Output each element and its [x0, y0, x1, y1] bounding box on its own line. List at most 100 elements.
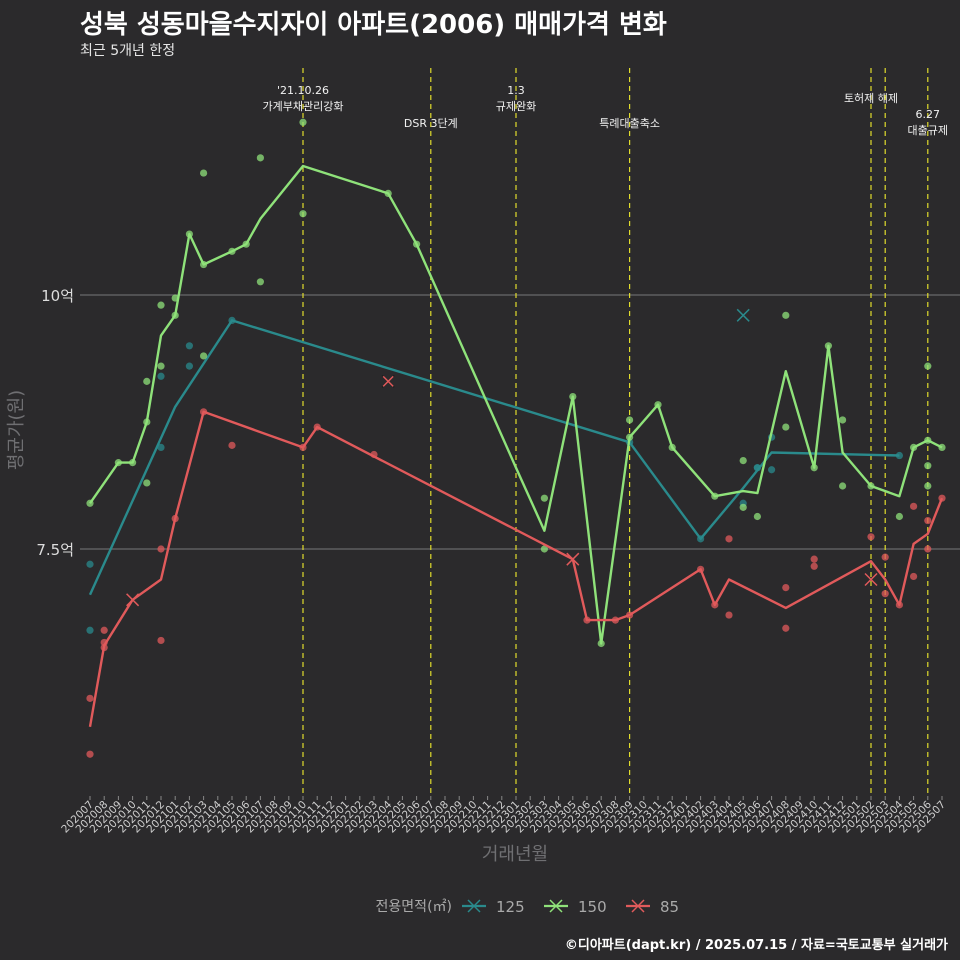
data-point-150 — [711, 492, 719, 500]
event-annotation: 가계부채관리강화 — [263, 100, 344, 113]
data-point-85 — [924, 516, 932, 525]
data-point-150 — [910, 443, 918, 451]
data-point-125 — [697, 535, 705, 543]
data-point-85 — [782, 584, 790, 592]
data-point-150 — [200, 169, 208, 177]
legend-label-125: 125 — [496, 898, 525, 916]
data-point-150 — [185, 230, 193, 238]
x-axis-title: 거래년월 — [482, 844, 548, 865]
data-point-150 — [810, 464, 818, 472]
data-point-85 — [86, 694, 94, 702]
data-point-85 — [910, 572, 918, 581]
data-point-85 — [100, 643, 108, 652]
data-point-85 — [725, 535, 733, 543]
data-point-85 — [228, 441, 236, 449]
event-annotation: 토허제 해제 — [844, 91, 898, 105]
data-point-85 — [881, 553, 889, 561]
data-point-85 — [810, 555, 818, 563]
data-point-85 — [157, 545, 165, 553]
data-point-150 — [867, 482, 875, 490]
series-line-85 — [88, 410, 944, 728]
data-point-150 — [597, 639, 605, 648]
data-point-150 — [384, 189, 392, 197]
data-point-85 — [924, 545, 932, 553]
data-point-150 — [157, 362, 165, 370]
data-point-150 — [782, 423, 790, 431]
data-point-150 — [143, 418, 151, 426]
data-point-85 — [881, 590, 889, 598]
data-point-150 — [86, 499, 94, 507]
chart-title: 성북 성동마을수지자이 아파트(2006) 매매가격 변화 — [80, 10, 667, 40]
event-annotation: 대출규제 — [908, 124, 948, 137]
data-point-150 — [171, 294, 179, 302]
data-point-125 — [86, 626, 94, 634]
data-point-125 — [895, 451, 904, 460]
legend-label-85: 85 — [660, 898, 679, 916]
data-point-125 — [228, 316, 236, 324]
data-point-125 — [753, 464, 762, 472]
data-point-85 — [626, 611, 634, 619]
cross-marker-85 — [566, 552, 580, 566]
y-tick-label: 7.5억 — [36, 541, 74, 559]
data-point-85 — [938, 494, 946, 502]
event-annotation: 6.27 — [916, 108, 941, 121]
data-point-125 — [157, 372, 165, 380]
cross-marker-accent — [382, 375, 394, 387]
data-point-150 — [626, 416, 634, 424]
legend-cross-150 — [549, 899, 563, 913]
data-point-150 — [200, 352, 208, 360]
chart-caption: ©디아파트(dapt.kr) / 2025.07.15 / 자료=국토교통부 실… — [564, 938, 948, 953]
data-point-150 — [540, 545, 549, 553]
data-point-85 — [725, 611, 733, 619]
y-tick-label: 10억 — [41, 287, 74, 305]
data-point-150 — [299, 118, 307, 126]
event-annotation: DSR 3단계 — [404, 117, 458, 130]
data-point-85 — [100, 638, 108, 647]
data-point-85 — [299, 443, 307, 451]
data-point-85 — [611, 616, 620, 624]
data-point-125 — [768, 466, 776, 474]
y-axis-title: 평균가(원) — [6, 390, 27, 470]
data-point-150 — [938, 443, 946, 451]
data-point-85 — [711, 601, 719, 609]
data-point-150 — [739, 457, 747, 465]
cross-marker-85 — [126, 593, 140, 607]
event-annotation: 규제완화 — [496, 100, 536, 113]
data-point-150 — [413, 240, 421, 248]
legend-title: 전용면적(㎡) — [376, 899, 452, 915]
data-point-85 — [583, 616, 591, 624]
data-point-150 — [114, 459, 122, 467]
data-point-150 — [739, 503, 747, 511]
data-point-85 — [370, 450, 378, 459]
event-annotation: 1.3 — [507, 84, 525, 97]
data-point-85 — [313, 423, 321, 431]
series-line-125 — [88, 319, 900, 596]
data-point-150 — [143, 479, 151, 487]
data-point-150 — [782, 311, 790, 319]
data-point-150 — [256, 154, 264, 162]
data-point-150 — [924, 462, 932, 470]
data-point-85 — [895, 601, 904, 609]
data-point-150 — [228, 247, 236, 255]
data-point-150 — [753, 512, 762, 521]
data-point-125 — [185, 342, 193, 350]
chart-subtitle: 최근 5개년 한정 — [80, 43, 176, 59]
data-point-85 — [86, 750, 94, 758]
data-point-150 — [654, 401, 662, 409]
cross-marker-125 — [736, 308, 750, 322]
data-point-150 — [242, 240, 250, 248]
data-point-150 — [256, 278, 264, 286]
data-point-150 — [626, 433, 634, 441]
legend-cross-125 — [467, 899, 481, 913]
data-point-85 — [910, 502, 918, 510]
legend-label-150: 150 — [578, 898, 607, 916]
data-point-150 — [129, 459, 137, 467]
event-annotation: '21.10.26 — [277, 84, 329, 97]
data-point-150 — [895, 512, 904, 521]
data-point-125 — [185, 362, 193, 370]
data-point-85 — [867, 533, 875, 541]
data-point-85 — [100, 626, 108, 634]
data-point-150 — [824, 342, 833, 350]
data-point-85 — [200, 408, 208, 416]
